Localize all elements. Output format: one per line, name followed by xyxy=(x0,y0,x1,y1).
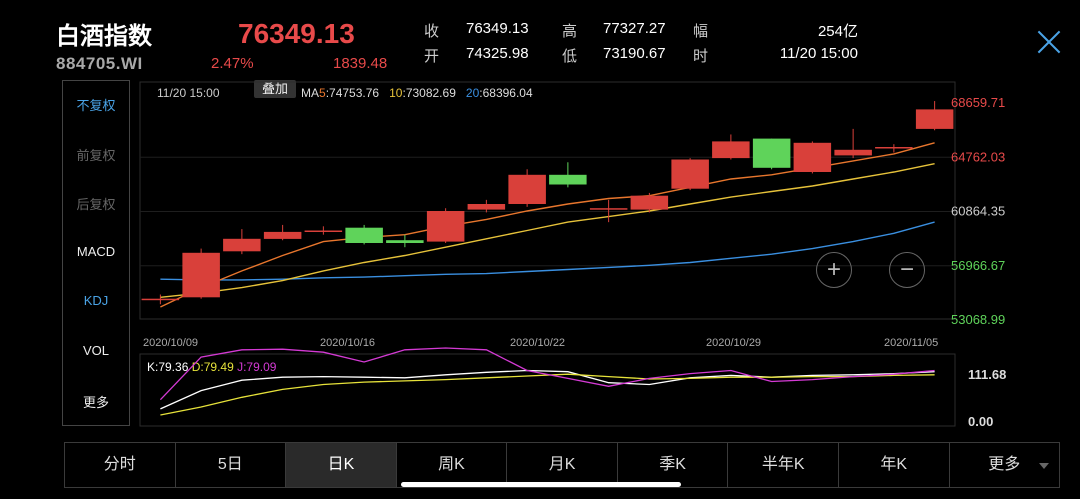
date-axis-label-1: 2020/10/16 xyxy=(320,337,375,349)
kline-chart[interactable]: 68659.71 64762.03 60864.35 56966.67 53068.99… xyxy=(0,0,1080,440)
kdj-j-label: J:79.09 xyxy=(237,360,277,374)
tab-more[interactable]: 更多 xyxy=(950,443,1060,487)
home-indicator xyxy=(401,482,681,487)
date-axis-label-4: 2020/11/05 xyxy=(884,337,938,349)
ma10-value: 73082.69 xyxy=(405,86,456,100)
kdj-line-d xyxy=(160,373,935,416)
change-percent: 2.47% xyxy=(211,55,254,72)
candle-body-12 xyxy=(630,195,669,210)
date-axis-label-0: 2020/10/09 xyxy=(143,337,198,349)
menu-macd[interactable]: MACD xyxy=(76,244,116,259)
tab-intraday[interactable]: 分时 xyxy=(65,443,176,487)
quote-value-open: 74325.98 xyxy=(466,45,529,62)
period-tab-bar: 分时 5日 日K 周K 月K 季K 半年K 年K 更多 xyxy=(64,442,1060,488)
candle-body-14 xyxy=(712,141,750,159)
candle-body-18 xyxy=(875,147,913,149)
change-amount: 1839.48 xyxy=(333,55,388,72)
candle-body-10 xyxy=(549,174,587,185)
menu-unadjusted[interactable]: 不复权 xyxy=(76,98,116,113)
candle-body-6 xyxy=(386,240,424,243)
tab-5day[interactable]: 5日 xyxy=(176,443,287,487)
tab-yearly-k[interactable]: 年K xyxy=(839,443,950,487)
kdj-line-k xyxy=(160,369,935,410)
kdj-axis-label-0: 111.68 xyxy=(968,367,1006,382)
menu-vol[interactable]: VOL xyxy=(82,343,109,358)
ma10-key: 10 xyxy=(389,86,403,100)
candle-body-9 xyxy=(508,174,546,204)
quote-label-low: 低 xyxy=(562,48,578,65)
menu-forward-adjusted[interactable]: 前复权 xyxy=(76,148,116,163)
tab-weekly-k[interactable]: 周K xyxy=(397,443,508,487)
quote-value-amount: 254亿 xyxy=(817,23,858,40)
tab-more-label: 更多 xyxy=(988,456,1021,473)
date-axis-label-3: 2020/10/29 xyxy=(706,337,761,349)
candle-body-17 xyxy=(834,149,872,156)
left-menu: 不复权 前复权 后复权 MACD KDJ VOL 更多 xyxy=(62,80,130,426)
quote-label-time: 时 xyxy=(693,48,709,65)
index-name: 白酒指数 xyxy=(56,23,152,50)
menu-more[interactable]: 更多 xyxy=(82,395,109,410)
quote-label-amount: 幅 xyxy=(693,23,709,40)
quote-label-open: 开 xyxy=(424,48,440,65)
quote-label-high: 高 xyxy=(562,23,578,40)
ma5-value: 74753.76 xyxy=(329,86,380,100)
menu-backward-adjusted[interactable]: 后复权 xyxy=(76,197,116,212)
quote-value-time: 11/20 15:00 xyxy=(779,45,858,62)
zoom-out-button[interactable]: − xyxy=(889,252,925,288)
candle-body-8 xyxy=(467,204,506,210)
candle-body-16 xyxy=(793,142,832,172)
kdj-legend: K:79.36 D:79.49 J:79.09 xyxy=(147,360,276,374)
candle-body-11 xyxy=(589,208,628,210)
price-axis-label-0: 68659.71 xyxy=(951,95,1005,110)
kdj-pane-frame xyxy=(139,353,956,427)
kdj-k-label: K:79.36 xyxy=(147,360,189,374)
caret-down-icon xyxy=(1039,463,1050,469)
current-price: 76349.13 xyxy=(238,18,355,49)
overlay-button[interactable]: 叠加 xyxy=(254,80,296,98)
quote-value-low: 73190.67 xyxy=(603,45,666,62)
menu-kdj[interactable]: KDJ xyxy=(83,293,109,308)
candle-body-13 xyxy=(671,159,709,189)
candle-body-19 xyxy=(915,109,954,129)
price-pane-frame xyxy=(139,81,956,320)
ma20-key: 20 xyxy=(465,86,480,100)
candle-body-3 xyxy=(263,231,302,239)
candle-body-2 xyxy=(223,238,261,252)
quote-value-close: 76349.13 xyxy=(466,20,529,37)
index-code: 884705.WI xyxy=(56,54,143,73)
quote-value-high: 77327.27 xyxy=(603,20,666,37)
candle-body-1 xyxy=(182,252,220,298)
ma20-value: 68396.04 xyxy=(482,86,533,100)
ma10-line xyxy=(160,163,935,298)
candle-body-4 xyxy=(304,230,343,232)
price-axis-label-3: 56966.67 xyxy=(951,258,1005,273)
zoom-in-button[interactable]: + xyxy=(816,252,852,288)
kdj-d-label: D:79.49 xyxy=(191,360,234,374)
candle-body-5 xyxy=(345,227,383,243)
tab-quarterly-k[interactable]: 季K xyxy=(618,443,729,487)
date-axis-label-2: 2020/10/22 xyxy=(510,337,565,349)
price-axis-label-2: 60864.35 xyxy=(951,204,1005,219)
crosshair-date: 11/20 15:00 xyxy=(157,86,220,100)
candle-body-7 xyxy=(426,211,465,242)
tab-daily-k[interactable]: 日K xyxy=(286,443,397,487)
candle-body-0 xyxy=(141,298,180,301)
ma5-key: 5 xyxy=(319,86,326,100)
price-axis-label-4: 53068.99 xyxy=(951,312,1005,327)
ma-legend: MA5:74753.76 10:73082.69 20:68396.04 xyxy=(301,86,533,100)
candle-body-15 xyxy=(752,138,791,168)
kdj-axis-label-1: 0.00 xyxy=(968,414,993,429)
price-axis-label-1: 64762.03 xyxy=(951,149,1005,164)
kdj-line-j xyxy=(159,347,935,401)
tab-monthly-k[interactable]: 月K xyxy=(507,443,618,487)
tab-halfyear-k[interactable]: 半年K xyxy=(728,443,839,487)
quote-label-close: 收 xyxy=(424,23,440,40)
